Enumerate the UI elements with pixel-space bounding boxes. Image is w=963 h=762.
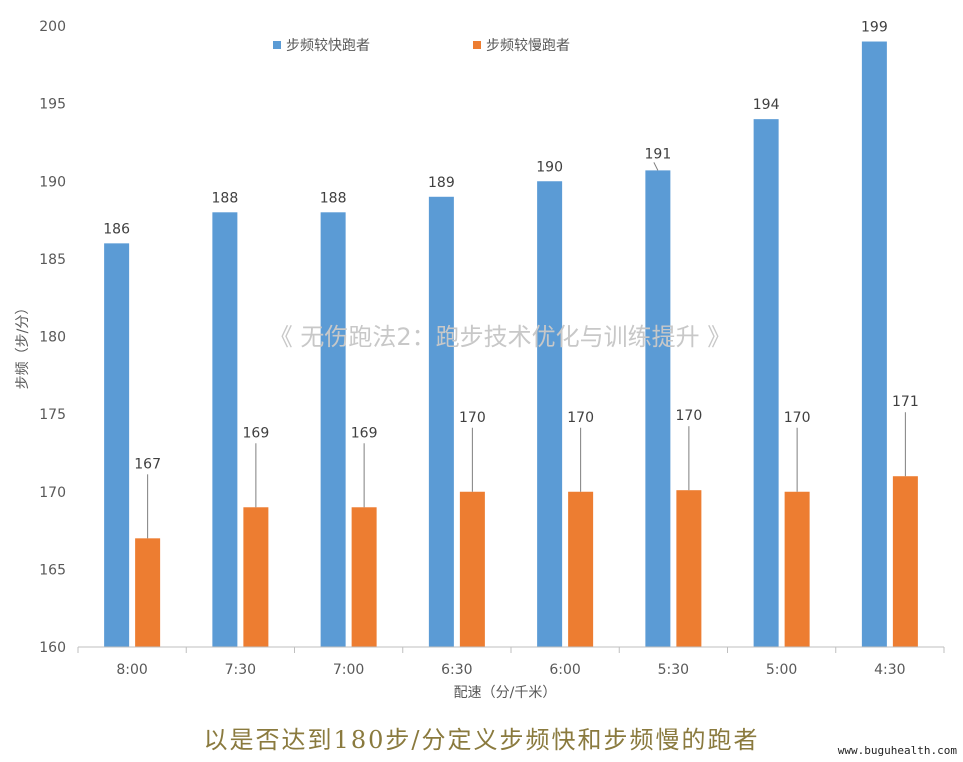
bar-slow [243, 507, 269, 647]
legend-swatch-slow [473, 41, 481, 49]
x-tick-label: 7:30 [225, 662, 256, 678]
data-label-fast: 191 [645, 146, 672, 162]
legend-label-fast: 步频较快跑者 [286, 38, 370, 54]
bar-fast [537, 181, 563, 647]
data-label-fast: 188 [320, 190, 347, 206]
bar-slow [459, 491, 485, 647]
y-tick-label: 190 [39, 174, 66, 190]
x-axis-title: 配速（分/千米） [454, 685, 557, 701]
data-label-fast: 190 [536, 159, 563, 175]
bar-slow [784, 491, 810, 647]
data-label-fast: 189 [428, 175, 455, 191]
x-tick-label: 5:00 [766, 662, 797, 678]
bar-fast [212, 212, 238, 648]
y-tick-label: 160 [39, 640, 66, 656]
y-tick-label: 200 [39, 19, 66, 35]
data-label-fast: 199 [861, 20, 888, 36]
data-label-slow: 169 [351, 425, 378, 441]
caption: 以是否达到180步/分定义步频快和步频慢的跑者 [203, 726, 760, 754]
data-label-slow: 169 [243, 425, 270, 441]
legend: 步频较快跑者 步频较慢跑者 [273, 37, 570, 54]
y-tick-label: 195 [39, 97, 66, 113]
x-tick-label: 6:30 [441, 662, 472, 678]
y-tick-label: 170 [39, 485, 66, 501]
data-label-slow: 170 [459, 410, 486, 426]
y-axis-ticks: 160 165 170 175 180 185 190 195 200 [39, 19, 66, 656]
data-label-slow: 170 [784, 410, 811, 426]
bar-slow [568, 491, 594, 647]
watermark: 《 无伤跑法2：跑步技术优化与训练提升 》 [269, 323, 732, 351]
x-tick-label: 7:00 [333, 662, 364, 678]
bar-slow [135, 538, 161, 647]
data-label-fast: 188 [212, 190, 239, 206]
y-tick-label: 165 [39, 562, 66, 578]
bars [104, 41, 918, 648]
bar-fast [104, 243, 130, 647]
bar-slow [351, 507, 377, 647]
bar-fast [861, 41, 887, 647]
y-axis-title: 步频（步/分） [15, 301, 31, 390]
x-tick-label: 4:30 [874, 662, 905, 678]
data-label-leaders [147, 162, 906, 539]
y-tick-label: 185 [39, 252, 66, 268]
data-label-fast: 186 [103, 221, 130, 237]
data-label-slow: 167 [134, 456, 161, 472]
x-tick-label: 5:30 [658, 662, 689, 678]
data-label-slow: 170 [567, 410, 594, 426]
data-labels: 186 188 188 189 190 191 194 199 167 169 169 170 170 1… [103, 20, 918, 473]
x-tick-label: 6:00 [549, 662, 580, 678]
bar-fast [645, 170, 671, 647]
bar-slow [892, 476, 918, 647]
data-label-slow: 171 [892, 394, 919, 410]
x-axis-ticks: 8:00 7:30 7:00 6:30 6:00 5:30 5:00 4:30 [77, 647, 945, 678]
y-tick-label: 180 [39, 330, 66, 346]
data-label-fast: 194 [753, 97, 780, 113]
bar-slow [676, 490, 702, 647]
site-url: www.buguhealth.com [837, 744, 957, 757]
bar-fast [753, 119, 779, 647]
leader-line [653, 162, 659, 171]
bar-fast [320, 212, 346, 648]
bar-fast [428, 196, 454, 647]
x-tick-label: 8:00 [116, 662, 147, 678]
data-label-slow: 170 [676, 408, 703, 424]
cadence-bar-chart: 160 165 170 175 180 185 190 195 200 186 188 188 189… [15, 19, 945, 701]
legend-label-slow: 步频较慢跑者 [486, 37, 570, 54]
y-tick-label: 175 [39, 407, 66, 423]
legend-swatch-fast [273, 41, 281, 49]
